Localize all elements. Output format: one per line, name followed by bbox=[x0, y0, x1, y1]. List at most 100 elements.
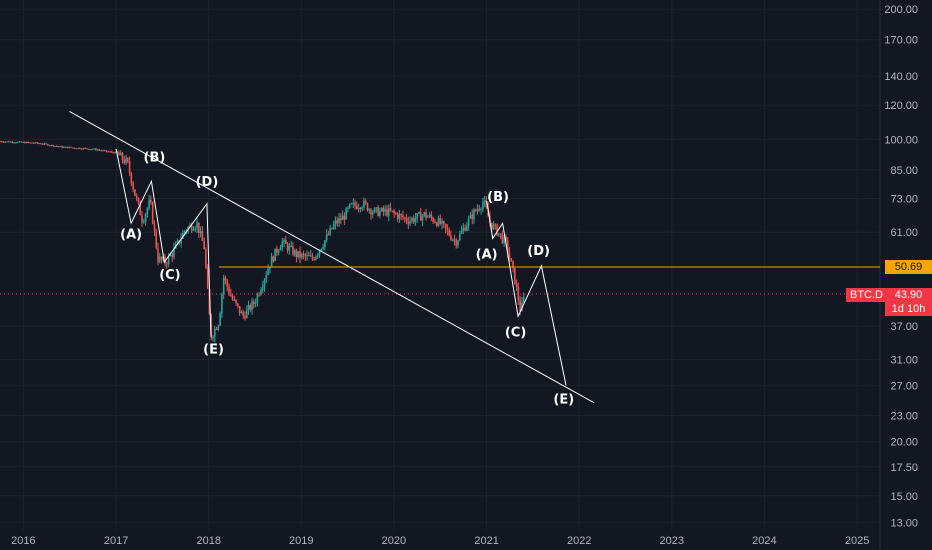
candle-body bbox=[341, 215, 344, 221]
candle-body bbox=[435, 222, 438, 226]
candle-body bbox=[400, 214, 402, 216]
candle-body bbox=[432, 218, 434, 222]
candle-body bbox=[146, 208, 149, 215]
candle-body bbox=[274, 248, 276, 262]
candle-body bbox=[418, 212, 420, 214]
candle-body bbox=[244, 315, 246, 319]
candle-body bbox=[373, 208, 376, 213]
candle-body bbox=[482, 202, 484, 209]
candle-body bbox=[490, 222, 493, 229]
candle-body bbox=[132, 183, 134, 190]
candle-body bbox=[142, 221, 145, 223]
candle-body bbox=[119, 152, 122, 156]
candle-body bbox=[198, 222, 200, 234]
wave-label: (E) bbox=[553, 393, 574, 408]
x-tick-label: 2016 bbox=[11, 535, 35, 547]
candle-body bbox=[462, 227, 465, 231]
y-tick-label: 120.00 bbox=[884, 100, 918, 112]
candle-body bbox=[503, 237, 505, 244]
candle-body bbox=[427, 216, 429, 218]
candle-body bbox=[469, 214, 472, 219]
candle-body bbox=[443, 221, 445, 224]
candle-body bbox=[345, 208, 347, 220]
candle-body bbox=[109, 151, 111, 153]
candle-body bbox=[299, 251, 301, 258]
candle-body bbox=[368, 209, 371, 211]
candle-body bbox=[121, 152, 124, 160]
candle-body bbox=[253, 301, 255, 305]
candle-body bbox=[434, 221, 436, 223]
candle-body bbox=[148, 200, 150, 209]
candle-body bbox=[439, 218, 442, 224]
candle-body bbox=[180, 238, 182, 244]
candle-body bbox=[364, 200, 367, 204]
y-tick-label: 20.00 bbox=[890, 437, 918, 449]
y-tick-label: 140.00 bbox=[884, 71, 918, 83]
candle-body bbox=[233, 299, 236, 301]
candle-body bbox=[292, 245, 294, 255]
candle-body bbox=[228, 286, 230, 294]
candle-body bbox=[466, 225, 468, 231]
candle-body bbox=[340, 218, 342, 221]
candle-body bbox=[519, 300, 521, 312]
y-tick-label: 31.00 bbox=[890, 354, 918, 366]
candle-body bbox=[453, 239, 456, 241]
candle-body bbox=[492, 224, 495, 229]
x-tick-label: 2023 bbox=[660, 535, 684, 547]
candle-body bbox=[343, 215, 346, 220]
candle-body bbox=[247, 305, 250, 310]
x-tick-label: 2025 bbox=[845, 535, 869, 547]
candle-body bbox=[24, 141, 26, 144]
candle-body bbox=[510, 258, 513, 262]
candle-body bbox=[508, 252, 511, 259]
candle-body bbox=[285, 239, 287, 244]
candle-body bbox=[471, 214, 474, 220]
candle-body bbox=[384, 209, 387, 212]
candle-body bbox=[235, 299, 237, 304]
candle-body bbox=[73, 147, 76, 149]
candle-body bbox=[455, 240, 458, 246]
candle-body bbox=[393, 210, 395, 214]
candle-body bbox=[277, 250, 280, 253]
candle-body bbox=[276, 248, 278, 253]
level-price-tag: 50.69 bbox=[885, 260, 932, 274]
candle-body bbox=[139, 202, 142, 216]
candle-body bbox=[437, 218, 440, 226]
candle-body bbox=[16, 141, 19, 143]
ticker-tag: BTC.D bbox=[846, 288, 887, 302]
candle-body bbox=[476, 209, 479, 211]
candle-body bbox=[315, 256, 317, 260]
candle-body bbox=[22, 141, 24, 143]
candle-body bbox=[421, 215, 424, 221]
wave-label: (D) bbox=[196, 175, 219, 190]
candle-body bbox=[444, 223, 447, 229]
candle-body bbox=[158, 256, 161, 262]
x-tick-label: 2017 bbox=[104, 535, 128, 547]
candle-body bbox=[166, 263, 168, 265]
candle-body bbox=[448, 230, 450, 236]
candle-body bbox=[4, 141, 7, 143]
candle-body bbox=[160, 256, 163, 260]
candle-body bbox=[473, 209, 475, 220]
candle-body bbox=[240, 312, 243, 314]
candle-body bbox=[382, 207, 385, 212]
candle-body bbox=[331, 227, 333, 229]
candle-body bbox=[347, 207, 349, 209]
candle-body bbox=[173, 248, 175, 257]
candle-body bbox=[357, 208, 360, 210]
candle-body bbox=[229, 293, 232, 297]
candle-body bbox=[352, 202, 355, 204]
candle-body bbox=[515, 283, 518, 288]
candle-body bbox=[214, 328, 216, 337]
candle-body bbox=[40, 143, 42, 145]
candle-body bbox=[77, 147, 79, 149]
candle-body bbox=[222, 277, 225, 295]
candle-body bbox=[324, 240, 326, 248]
candle-body bbox=[494, 224, 497, 226]
candle-body bbox=[416, 213, 418, 219]
candle-body bbox=[199, 231, 202, 234]
candle-body bbox=[61, 146, 63, 148]
candle-body bbox=[318, 249, 321, 255]
candle-body bbox=[84, 148, 87, 150]
